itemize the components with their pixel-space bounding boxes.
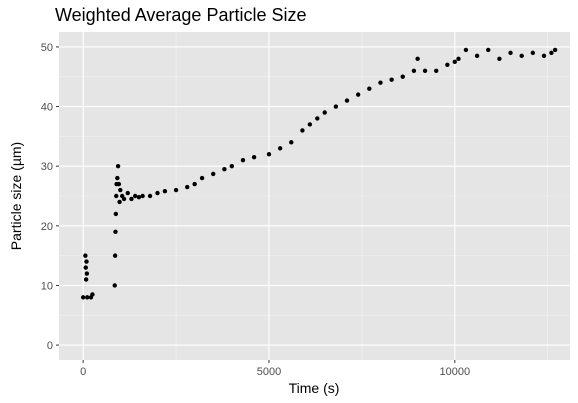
data-point xyxy=(162,189,168,194)
data-point xyxy=(222,166,227,172)
data-point xyxy=(508,50,513,56)
data-point xyxy=(530,50,536,56)
data-point xyxy=(80,295,86,300)
y-tick-label: 40 xyxy=(41,102,53,114)
data-point xyxy=(83,253,88,258)
y-tick-label: 10 xyxy=(41,280,53,292)
data-point xyxy=(411,68,417,73)
data-point xyxy=(549,50,554,56)
data-point xyxy=(147,193,153,199)
data-point xyxy=(307,122,313,127)
data-point xyxy=(277,146,283,151)
data-point xyxy=(211,171,216,177)
data-point xyxy=(315,116,320,121)
data-point xyxy=(118,187,123,193)
data-point xyxy=(452,59,457,65)
data-point xyxy=(445,62,450,67)
data-point xyxy=(114,193,119,199)
data-point xyxy=(266,152,272,157)
data-point xyxy=(125,190,130,196)
data-point xyxy=(333,104,339,109)
data-point xyxy=(289,140,294,145)
data-point xyxy=(132,193,138,199)
data-point xyxy=(83,265,88,270)
data-point xyxy=(434,68,439,73)
data-point xyxy=(116,181,122,187)
data-point xyxy=(112,283,117,288)
data-point xyxy=(240,158,246,163)
data-point xyxy=(251,155,257,160)
data-point xyxy=(456,56,461,62)
data-point xyxy=(474,53,480,59)
y-tick-label: 50 xyxy=(41,42,53,54)
data-point xyxy=(422,68,428,73)
data-point xyxy=(229,163,235,169)
data-point xyxy=(129,196,134,202)
data-point xyxy=(117,199,122,205)
y-axis-title: Particle size (µm) xyxy=(8,142,24,250)
data-point xyxy=(113,211,119,217)
grid-major xyxy=(59,32,570,360)
data-point xyxy=(300,128,305,133)
data-point xyxy=(155,190,160,196)
x-axis-title: Time (s) xyxy=(289,380,340,396)
data-point xyxy=(136,194,142,200)
data-point xyxy=(541,53,547,59)
data-point xyxy=(367,86,372,91)
data-point xyxy=(463,47,469,53)
data-point xyxy=(121,196,127,202)
chart-title: Weighted Average Particle Size xyxy=(55,5,306,25)
data-point xyxy=(486,47,491,53)
data-point xyxy=(378,80,383,85)
data-point xyxy=(83,277,89,282)
y-tick-label: 30 xyxy=(41,161,53,173)
y-axis-ticks: 0 10 20 30 40 50 xyxy=(41,42,59,352)
data-point xyxy=(322,110,327,115)
data-point xyxy=(90,292,95,297)
data-point xyxy=(552,47,558,53)
data-point xyxy=(115,163,121,169)
data-point xyxy=(199,175,205,181)
data-point xyxy=(84,259,89,264)
data-point xyxy=(415,56,420,62)
y-tick-label: 0 xyxy=(47,340,53,352)
data-point xyxy=(115,175,120,181)
x-tick-label: 0 xyxy=(80,366,86,378)
data-point xyxy=(519,53,524,59)
data-point xyxy=(140,193,145,199)
data-point xyxy=(192,181,197,187)
data-point xyxy=(112,253,118,258)
data-point xyxy=(85,295,90,300)
x-tick-label: 10000 xyxy=(439,366,470,378)
data-point xyxy=(497,56,502,62)
data-point xyxy=(344,98,350,103)
data-point xyxy=(185,184,190,190)
data-point xyxy=(400,74,405,79)
x-tick-label: 5000 xyxy=(257,366,281,378)
data-point xyxy=(113,229,118,234)
x-axis-ticks: 0 5000 10000 xyxy=(80,360,470,378)
y-tick-label: 20 xyxy=(41,221,53,233)
grid-minor xyxy=(59,32,570,360)
data-points xyxy=(80,47,558,300)
data-point xyxy=(389,77,394,82)
data-point xyxy=(173,187,179,193)
data-point xyxy=(355,92,361,97)
data-point xyxy=(84,271,90,276)
